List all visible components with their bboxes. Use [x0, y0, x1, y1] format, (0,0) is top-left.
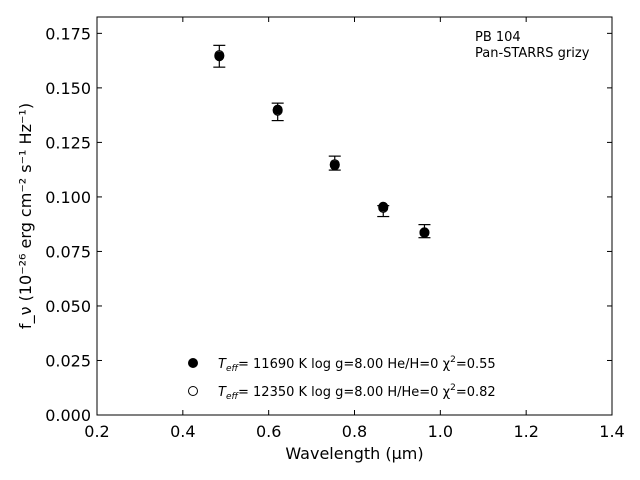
x-tick-label: 1.0: [428, 422, 453, 441]
y-tick-label: 0.050: [45, 297, 91, 316]
x-axis-ticks: 0.2 0.4 0.6 0.8 1.0 1.2 1.4: [84, 17, 625, 441]
x-tick-label: 1.4: [599, 422, 624, 441]
y-axis-ticks: 0.000 0.025 0.050 0.075 0.100 0.125 0.150 0.175: [45, 24, 612, 425]
x-tick-label: 0.8: [342, 422, 367, 441]
filled-circle-point: [272, 104, 283, 115]
filled-circle-point: [214, 51, 225, 62]
x-axis-label: Wavelength (μm): [285, 444, 423, 463]
x-tick-label: 0.2: [84, 422, 109, 441]
series-open-circles: [214, 50, 430, 238]
filled-circle-point: [419, 227, 430, 238]
legend: Teff= 11690 K log g=8.00 He/H=0 χ2=0.55 …: [188, 355, 496, 402]
y-axis-label: f_ν (10⁻²⁶ erg cm⁻² s⁻¹ Hz⁻¹): [16, 103, 36, 329]
y-tick-label: 0.100: [45, 188, 91, 207]
x-tick-label: 1.2: [513, 422, 538, 441]
legend-marker-filled: [188, 358, 198, 368]
plot-frame: [96, 16, 613, 416]
legend-marker-open: [188, 386, 198, 396]
y-tick-label: 0.025: [45, 351, 91, 370]
filled-circle-point: [378, 201, 389, 212]
object-name: PB 104: [475, 30, 521, 45]
object-annotation: PB 104 Pan-STARRS grizy: [475, 30, 590, 61]
observed-errorbars: [213, 44, 431, 239]
y-tick-label: 0.000: [45, 406, 91, 425]
y-tick-label: 0.175: [45, 24, 91, 43]
filled-circle-point: [329, 160, 340, 171]
x-tick-label: 0.4: [170, 422, 195, 441]
y-tick-label: 0.075: [45, 242, 91, 261]
legend-label-open: Teff= 12350 K log g=8.00 H/He=0 χ2=0.82: [218, 383, 496, 402]
y-tick-label: 0.150: [45, 79, 91, 98]
legend-label-filled: Teff= 11690 K log g=8.00 He/H=0 χ2=0.55: [218, 355, 496, 374]
y-tick-label: 0.125: [45, 133, 91, 152]
series-filled-circles: [214, 51, 430, 238]
photometry-survey: Pan-STARRS grizy: [475, 46, 590, 61]
x-tick-label: 0.6: [256, 422, 281, 441]
